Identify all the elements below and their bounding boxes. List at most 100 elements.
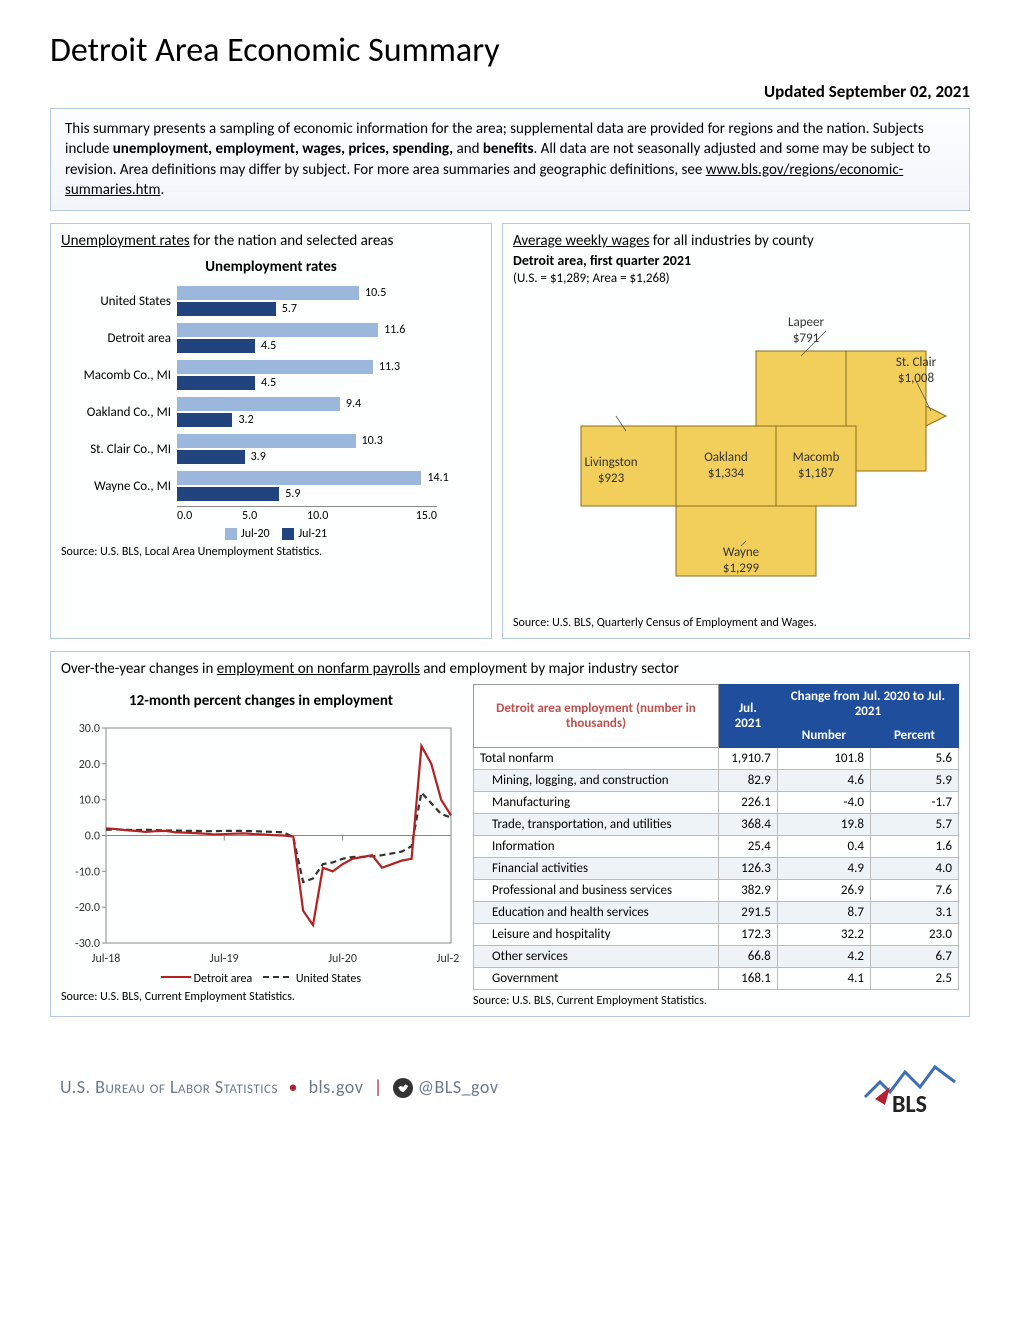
table-cell-name: Financial activities [474, 858, 719, 880]
table-cell-value: -1.7 [870, 792, 958, 814]
table-cell-name: Manufacturing [474, 792, 719, 814]
bar-group: Detroit area11.64.5 [61, 321, 481, 355]
bar-category-label: Detroit area [61, 331, 177, 346]
county-wage-label: $791 [793, 331, 819, 346]
legend-swatch-jul21 [282, 528, 294, 540]
bls-logo-text: BLS [892, 1090, 927, 1117]
table-cell-value: 382.9 [718, 880, 777, 902]
bls-logo-icon: BLS [860, 1057, 960, 1117]
unemp-title-b: for the nation and selected areas [190, 232, 394, 250]
svg-text:10.0: 10.0 [79, 794, 100, 808]
bar-group: Macomb Co., MI11.34.5 [61, 358, 481, 392]
bar: 3.9 [177, 450, 481, 464]
bar-category-label: United States [61, 294, 177, 309]
emp-chart-source: Source: U.S. BLS, Current Employment Sta… [61, 990, 461, 1004]
wages-title-a: Average weekly wages [513, 232, 649, 250]
legend-label-us: United States [296, 972, 361, 986]
table-cell-value: 368.4 [718, 814, 777, 836]
unemp-chart-title: Unemployment rates [61, 258, 481, 276]
intro-and: and [453, 140, 483, 158]
table-cell-value: 1,910.7 [718, 748, 777, 770]
table-cell-name: Leisure and hospitality [474, 924, 719, 946]
table-cell-value: 4.0 [870, 858, 958, 880]
legend-label-detroit: Detroit area [194, 972, 253, 986]
table-cell-value: 3.1 [870, 902, 958, 924]
page-footer: U.S. Bureau of Labor Statistics • bls.go… [50, 1057, 970, 1117]
county-wage-map: Lapeer$791St. Clair$1,008Livingston$923O… [516, 296, 956, 606]
table-cell-value: 25.4 [718, 836, 777, 858]
table-cell-value: 26.9 [777, 880, 870, 902]
twitter-icon[interactable] [393, 1078, 413, 1098]
emp-table-hdr-date: Jul. 2021 [718, 685, 777, 748]
bar-group: St. Clair Co., MI10.33.9 [61, 432, 481, 466]
bar: 10.5 [177, 286, 481, 300]
table-cell-value: 82.9 [718, 770, 777, 792]
table-cell-value: 4.9 [777, 858, 870, 880]
emp-table-hdr-main: Detroit area employment (number in thous… [474, 685, 719, 748]
emp-table-hdr-change: Change from Jul. 2020 to Jul. 2021 [777, 685, 958, 724]
table-row: Education and health services291.58.73.1 [474, 902, 959, 924]
table-row: Leisure and hospitality172.332.223.0 [474, 924, 959, 946]
table-cell-name: Total nonfarm [474, 748, 719, 770]
table-cell-value: 4.1 [777, 968, 870, 990]
intro-period: . [160, 181, 164, 199]
footer-handle[interactable]: @BLS_gov [418, 1076, 499, 1098]
bar: 11.3 [177, 360, 481, 374]
table-cell-name: Information [474, 836, 719, 858]
wages-sub: (U.S. = $1,289; Area = $1,268) [513, 271, 959, 286]
svg-text:20.0: 20.0 [79, 758, 100, 772]
table-row: Manufacturing226.1-4.0-1.7 [474, 792, 959, 814]
table-cell-value: 23.0 [870, 924, 958, 946]
svg-text:Jul-20: Jul-20 [328, 952, 357, 966]
table-row: Trade, transportation, and utilities368.… [474, 814, 959, 836]
county-wage-label: $923 [598, 471, 625, 486]
table-cell-value: 32.2 [777, 924, 870, 946]
table-cell-value: 5.9 [870, 770, 958, 792]
table-cell-name: Education and health services [474, 902, 719, 924]
table-cell-value: 4.2 [777, 946, 870, 968]
emp-title-u: employment on nonfarm payrolls [217, 660, 420, 678]
wages-title-b: for all industries by county [649, 232, 813, 250]
bar-category-label: Wayne Co., MI [61, 479, 177, 494]
table-cell-value: 226.1 [718, 792, 777, 814]
bar: 11.6 [177, 323, 481, 337]
table-cell-value: 5.7 [870, 814, 958, 836]
table-cell-value: 1.6 [870, 836, 958, 858]
county-name-label: Livingston [584, 455, 637, 470]
bar-chart-legend: Jul-20 Jul-21 [61, 527, 481, 541]
table-cell-name: Mining, logging, and construction [474, 770, 719, 792]
bar: 9.4 [177, 397, 481, 411]
table-cell-name: Trade, transportation, and utilities [474, 814, 719, 836]
emp-table-hdr-pct: Percent [870, 724, 958, 748]
county-wage-label: $1,187 [798, 466, 835, 481]
line-series [106, 793, 451, 883]
bar: 5.7 [177, 302, 481, 316]
emp-title-b: and employment by major industry sector [420, 660, 679, 678]
table-cell-name: Government [474, 968, 719, 990]
wages-panel: Average weekly wages for all industries … [502, 223, 970, 639]
svg-text:Jul-19: Jul-19 [210, 952, 239, 966]
table-cell-value: 291.5 [718, 902, 777, 924]
table-cell-value: 0.4 [777, 836, 870, 858]
bar-category-label: St. Clair Co., MI [61, 442, 177, 457]
county-name-label: Macomb [793, 450, 840, 465]
table-cell-value: 168.1 [718, 968, 777, 990]
table-cell-name: Professional and business services [474, 880, 719, 902]
svg-text:30.0: 30.0 [79, 722, 100, 736]
table-cell-name: Other services [474, 946, 719, 968]
table-cell-value: 126.3 [718, 858, 777, 880]
table-cell-value: 66.8 [718, 946, 777, 968]
footer-site[interactable]: bls.gov [309, 1076, 364, 1098]
table-row: Mining, logging, and construction82.94.6… [474, 770, 959, 792]
bar: 3.2 [177, 413, 481, 427]
employment-panel: Over-the-year changes in employment on n… [50, 651, 970, 1017]
county-wage-label: $1,299 [723, 561, 760, 576]
intro-benefits: benefits [483, 140, 534, 158]
svg-text:-20.0: -20.0 [75, 901, 100, 915]
bar-category-label: Macomb Co., MI [61, 368, 177, 383]
page-title: Detroit Area Economic Summary [50, 30, 970, 71]
footer-sep-1: • [289, 1076, 298, 1098]
legend-line-us-icon [263, 972, 293, 982]
bar-chart-axis: 0.05.010.015.0 [177, 506, 437, 523]
table-cell-value: 4.6 [777, 770, 870, 792]
